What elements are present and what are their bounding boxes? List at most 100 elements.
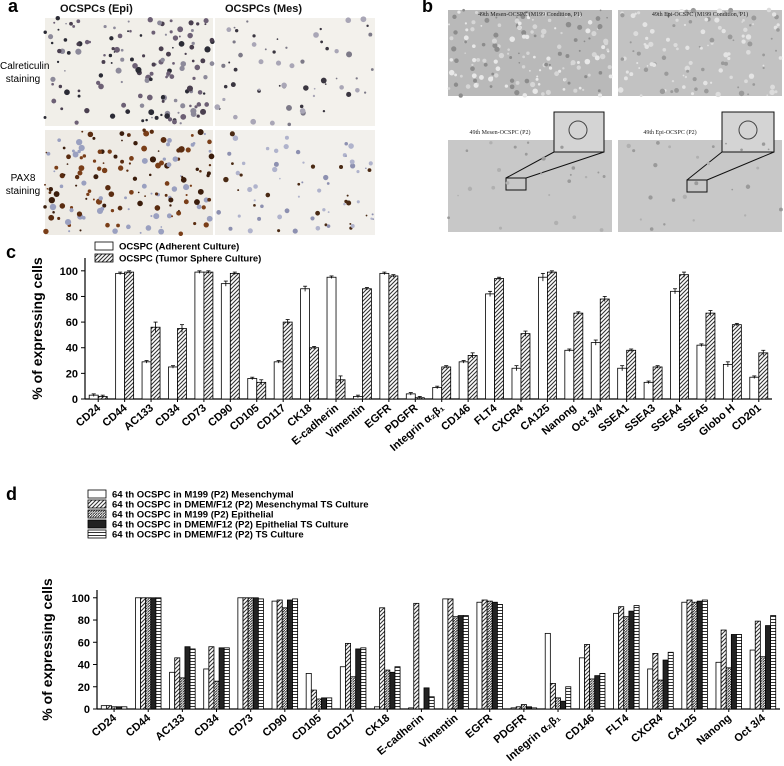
cell [481,42,486,47]
cell [495,66,501,72]
cell [530,30,534,34]
cell [335,77,338,80]
cell [135,66,142,73]
image-caption: 49th Epi-OCSPC (M199 Condition, P1) [651,12,749,18]
cell [57,28,60,31]
bar [394,666,401,710]
bar [237,597,244,710]
cell [565,15,568,18]
cell [98,73,104,78]
cell [727,56,731,61]
cell [597,93,603,98]
bar [145,597,152,710]
cell [117,33,123,39]
cell [661,55,667,61]
cell [49,203,57,211]
cell [158,228,165,235]
legend-swatch [94,253,114,263]
cell [160,226,163,228]
bar [203,668,210,710]
cell [121,102,127,108]
cell [322,109,326,113]
cell [541,156,546,161]
cell [517,21,522,26]
bar [150,326,161,400]
cell [137,200,143,207]
cell [196,114,200,118]
bar [168,366,178,400]
cell [636,61,639,65]
cell [237,189,240,192]
cell [371,213,374,216]
cell [189,44,195,50]
cell [76,19,81,24]
cell [126,169,129,172]
cell [158,46,164,52]
cell [180,103,186,109]
cell [147,17,153,23]
x-tick-label: CD117 [325,712,358,743]
cell [151,30,156,35]
cell [322,208,326,212]
cell [663,223,666,226]
bar [316,698,322,710]
legend-swatch [87,499,107,509]
cell [770,37,773,40]
cell [584,58,591,65]
cell [509,78,515,83]
cell [355,77,358,80]
x-tick-label: CD73 [226,712,255,739]
cell [171,215,174,218]
x-tick-label: CD24 [90,712,120,740]
cell [285,46,288,49]
x-tick-label: CD117 [255,402,288,433]
cell [355,87,360,93]
cell [531,18,534,21]
bar [282,321,293,400]
cell [81,180,87,186]
cell [465,84,471,89]
cell [701,67,705,72]
cell [69,21,73,26]
cell [703,80,708,86]
bar [408,707,415,710]
cell [258,88,261,91]
cell [272,50,276,54]
bar [326,276,337,400]
bar [573,312,584,400]
cell [96,80,101,85]
bar [643,381,654,400]
cell [597,171,600,174]
cell [264,48,267,51]
cell [55,15,60,21]
cell [160,136,167,143]
bar [379,607,386,710]
cell [173,98,178,103]
cell [113,26,116,30]
x-tick-label: CD24 [74,402,104,430]
cell [671,79,675,83]
cell [664,71,669,76]
cell [653,163,658,168]
cell [727,34,733,40]
bar [355,648,362,710]
cell [470,27,475,32]
cell [162,157,166,161]
bar [203,271,214,400]
legend-swatch [87,519,107,529]
cell [206,215,213,222]
cell [111,46,115,51]
bar [662,659,669,710]
cell [595,16,601,21]
cell [129,189,134,195]
cell [241,161,246,166]
cell [707,44,709,47]
cell [778,207,783,212]
cell [114,46,120,53]
cell [310,216,315,221]
cell [194,199,200,205]
bar [276,599,283,710]
cell [524,78,530,84]
y-tick-label: 60 [78,637,90,649]
cell [48,196,55,204]
